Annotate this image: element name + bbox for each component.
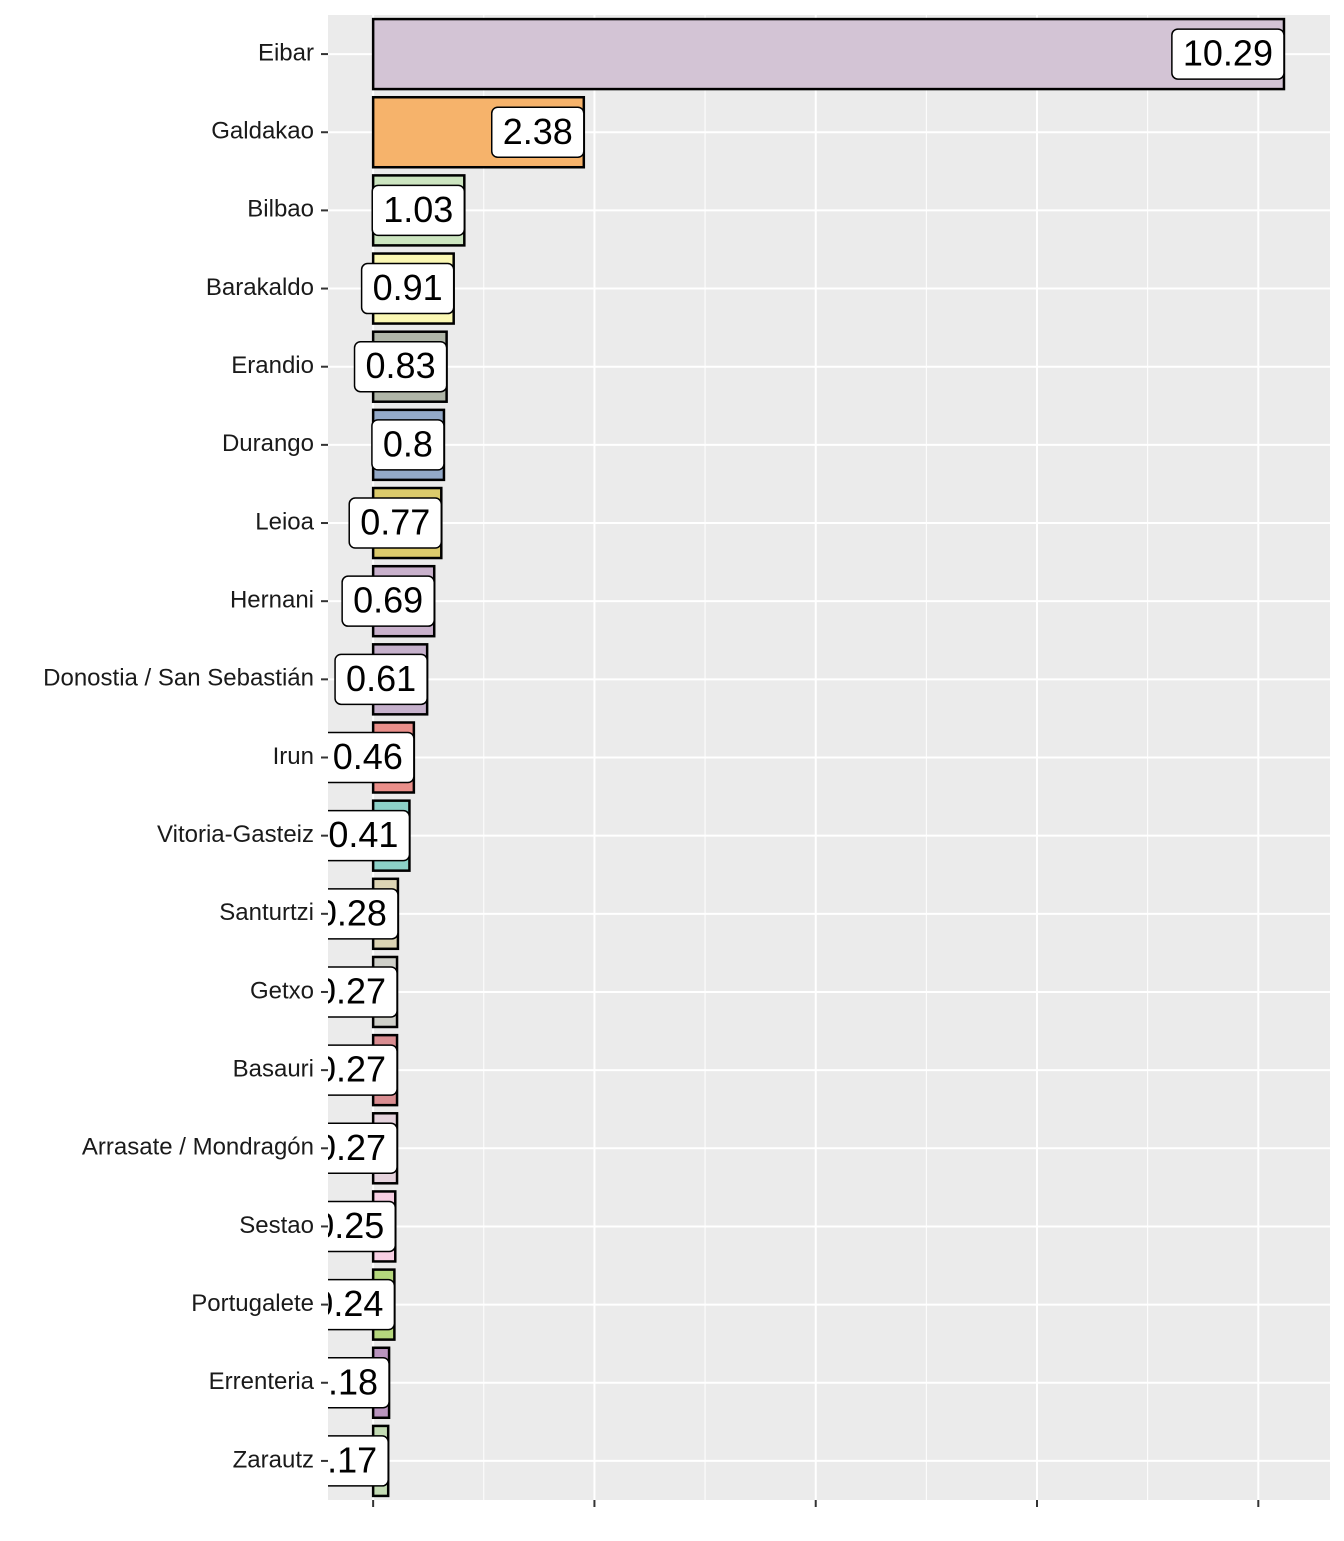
bars: 10.29 2.38 1.03 0.91 0.83 0.8 0.77 0.69 0.61 0.46…	[307, 17, 1286, 1498]
value-label-group: 2.38	[490, 106, 585, 158]
axes: Eibar Galdakao Bilbao Barakaldo Erandio Duran…	[43, 39, 1260, 1507]
value-label: 0.61	[346, 658, 416, 699]
value-label-box	[328, 1357, 390, 1409]
value-label-box	[1171, 28, 1285, 80]
value-label: 0.28	[317, 892, 387, 933]
value-label-box	[348, 497, 443, 549]
value-label: 0.41	[328, 814, 398, 855]
value-label-group: 0.27	[316, 1122, 398, 1175]
value-label-group: 0.25	[314, 1200, 397, 1253]
y-tick-label: Errenteria	[209, 1368, 315, 1395]
value-label-group: 0.17	[307, 1435, 389, 1487]
value-label: 10.29	[1183, 33, 1273, 74]
value-label-box	[371, 419, 445, 471]
value-label-box	[328, 1122, 398, 1175]
y-tick-label: Barakaldo	[206, 274, 314, 301]
y-tick-label: Durango	[222, 430, 314, 457]
value-label: 2.38	[503, 111, 573, 152]
value-label-group: 0.46	[328, 731, 415, 784]
y-tick-label: Getxo	[250, 977, 314, 1004]
y-tick-label: Basauri	[233, 1055, 314, 1082]
value-label-group: 0.27	[316, 966, 398, 1018]
value-label-box	[328, 1278, 396, 1331]
y-tick-label: Bilbao	[247, 196, 314, 223]
value-label: 0.24	[313, 1283, 383, 1324]
y-tick-label: Vitoria-Gasteiz	[157, 821, 314, 848]
value-label-group: 0.18	[308, 1357, 390, 1409]
y-tick-label: Leioa	[255, 508, 314, 535]
value-label-box	[328, 1044, 398, 1096]
y-tick-label: Donostia / San Sebastián	[43, 665, 314, 692]
y-tick-label: Arrasate / Mondragón	[82, 1134, 314, 1161]
value-label-box	[371, 184, 466, 237]
y-tick-label: Galdakao	[211, 118, 314, 145]
value-label-box	[490, 106, 585, 158]
value-label-box	[334, 653, 428, 706]
value-label-group: 0.69	[341, 575, 435, 627]
value-label-group: 1.03	[371, 184, 466, 237]
value-label-group: 0.8	[371, 419, 445, 471]
value-label-box	[328, 731, 415, 784]
y-tick-label: Eibar	[258, 39, 314, 66]
value-label-box	[328, 1435, 389, 1487]
y-tick-label: Sestao	[239, 1212, 314, 1239]
value-label-group: 10.29	[1171, 28, 1285, 80]
y-tick-label: Zarautz	[233, 1446, 314, 1473]
value-label-group: 0.61	[334, 653, 428, 706]
y-tick-label: Portugalete	[191, 1290, 314, 1317]
value-label: 0.91	[373, 267, 443, 308]
value-label: 0.18	[308, 1361, 378, 1402]
value-label-box	[341, 575, 435, 627]
value-label: 0.25	[314, 1205, 384, 1246]
value-label: 0.27	[316, 970, 386, 1011]
value-label-group: 0.24	[313, 1278, 396, 1331]
value-label-box	[328, 966, 398, 1018]
value-label-group: 0.91	[360, 262, 455, 315]
y-tick-label: Santurtzi	[219, 899, 314, 926]
value-label-group: 0.41	[328, 809, 411, 862]
value-label-box	[328, 809, 411, 862]
value-label: 0.69	[353, 580, 423, 621]
value-label: 0.27	[316, 1049, 386, 1090]
value-label: 0.27	[316, 1127, 386, 1168]
value-label: 0.8	[383, 423, 433, 464]
y-tick-label: Erandio	[231, 352, 314, 379]
value-label-box	[328, 1200, 397, 1253]
value-label-group: 0.83	[353, 340, 448, 393]
value-label-group: 0.28	[317, 888, 399, 940]
y-tick-label: Hernani	[230, 587, 314, 614]
bar	[371, 17, 1286, 91]
value-label-group: 0.27	[316, 1044, 398, 1096]
value-label: 0.17	[307, 1439, 377, 1480]
value-label-box	[360, 262, 455, 315]
value-label: 0.46	[333, 736, 403, 777]
value-label-box	[353, 340, 448, 393]
value-label-group: 0.77	[348, 497, 443, 549]
value-label: 0.83	[366, 345, 436, 386]
y-tick-label: Irun	[273, 743, 314, 770]
value-label-box	[328, 888, 399, 940]
value-label: 1.03	[383, 189, 453, 230]
value-label: 0.77	[360, 502, 430, 543]
